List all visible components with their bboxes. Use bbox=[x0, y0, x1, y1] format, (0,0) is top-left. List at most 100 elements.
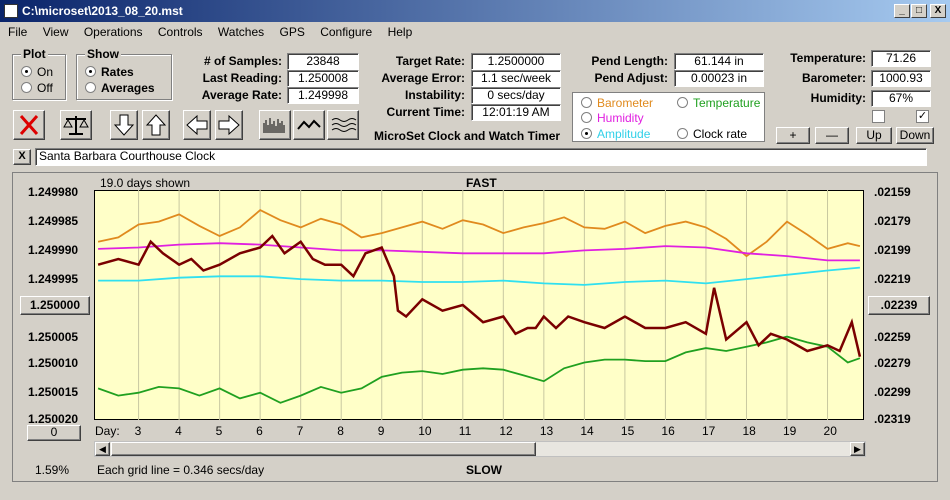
day-tick-label: 9 bbox=[377, 424, 385, 438]
right-tick: .02179 bbox=[874, 214, 911, 228]
menu-bar: File View Operations Controls Watches GP… bbox=[0, 22, 950, 42]
show-averages-radio[interactable]: Averages bbox=[85, 81, 155, 95]
series-line-amplitude bbox=[98, 266, 860, 286]
maximize-button[interactable]: □ bbox=[911, 4, 927, 18]
arrow-down-button[interactable] bbox=[110, 110, 138, 140]
series-clock-rate-label: Clock rate bbox=[693, 127, 748, 141]
day-tick-label: 20 bbox=[823, 424, 837, 438]
menu-configure[interactable]: Configure bbox=[320, 25, 373, 39]
average-error-field: 1.1 sec/week bbox=[471, 70, 561, 87]
sensor-checkbox-1[interactable] bbox=[872, 110, 885, 123]
menu-help[interactable]: Help bbox=[387, 25, 413, 39]
series-barometer-radio[interactable]: Barometer bbox=[581, 96, 653, 110]
chart-panel bbox=[12, 172, 938, 482]
day-tick-label: 10 bbox=[418, 424, 432, 438]
current-time-label: Current Time: bbox=[386, 105, 465, 119]
pend-adjust-field[interactable]: 0.00023 in bbox=[674, 70, 764, 87]
series-temperature-label: Temperature bbox=[693, 96, 761, 110]
radio-indicator bbox=[677, 128, 688, 139]
scroll-right-button[interactable]: ▶ bbox=[850, 442, 865, 456]
bars-view-button[interactable] bbox=[259, 110, 291, 140]
sensor-checkbox-2[interactable]: ✓ bbox=[916, 110, 929, 123]
rate-chart[interactable] bbox=[94, 190, 864, 420]
day-tick-label: 17 bbox=[701, 424, 716, 438]
day-tick-label: 13 bbox=[539, 424, 554, 438]
minus-button[interactable]: — bbox=[815, 127, 849, 144]
stop-button[interactable] bbox=[13, 110, 45, 140]
radio-indicator bbox=[21, 82, 32, 93]
day-tick-label: 4 bbox=[175, 424, 182, 438]
window-title-bar[interactable]: C:\microset\2013_08_20.mst _ □ X bbox=[0, 0, 950, 22]
time-scrollbar[interactable]: ◀ ▶ bbox=[94, 441, 866, 457]
right-tick: .02199 bbox=[874, 243, 911, 257]
series-line-barometer bbox=[97, 209, 861, 258]
radio-indicator bbox=[677, 97, 688, 108]
up-button[interactable]: Up bbox=[856, 127, 892, 144]
pend-adjust-label: Pend Adjust: bbox=[594, 71, 668, 85]
series-amplitude-radio[interactable]: Amplitude bbox=[581, 127, 650, 141]
scroll-left-button[interactable]: ◀ bbox=[95, 442, 110, 456]
percent-label: 1.59% bbox=[35, 463, 70, 477]
samples-field: 23848 bbox=[287, 53, 359, 70]
zero-button[interactable]: 0 bbox=[27, 425, 81, 441]
series-humidity-label: Humidity bbox=[597, 111, 644, 125]
down-button[interactable]: Down bbox=[896, 127, 934, 144]
series-humidity-radio[interactable]: Humidity bbox=[581, 111, 644, 125]
show-group: Show Rates Averages bbox=[76, 47, 172, 100]
radio-indicator bbox=[581, 112, 592, 123]
menu-view[interactable]: View bbox=[42, 25, 69, 39]
plot-background bbox=[94, 190, 864, 420]
left-tick: 1.249995 bbox=[28, 272, 79, 286]
arrow-left-button[interactable] bbox=[183, 110, 211, 140]
show-rates-radio[interactable]: Rates bbox=[85, 65, 134, 79]
arrow-up-button[interactable] bbox=[142, 110, 170, 140]
left-tick: 1.250005 bbox=[28, 330, 79, 344]
wave-graph-icon bbox=[331, 118, 357, 132]
menu-watches[interactable]: Watches bbox=[217, 25, 265, 39]
humidity-label: Humidity: bbox=[810, 91, 866, 105]
menu-controls[interactable]: Controls bbox=[157, 25, 203, 39]
close-window-button[interactable]: X bbox=[930, 4, 946, 18]
day-tick-label: 19 bbox=[783, 424, 797, 438]
day-tick-label: 8 bbox=[337, 424, 344, 438]
day-tick-label: 7 bbox=[296, 424, 304, 438]
right-tick: .02219 bbox=[874, 272, 911, 286]
temperature-label: Temperature: bbox=[790, 51, 866, 65]
average-error-label: Average Error: bbox=[381, 71, 465, 85]
plot-on-radio[interactable]: On bbox=[21, 65, 53, 79]
left-center-button[interactable]: 1.250000 bbox=[20, 296, 90, 315]
scroll-thumb[interactable] bbox=[111, 442, 536, 456]
description-input[interactable]: Santa Barbara Courthouse Clock bbox=[35, 148, 927, 166]
day-tick-label: 15 bbox=[620, 424, 635, 438]
wave-view-button[interactable] bbox=[327, 110, 359, 140]
plot-on-label: On bbox=[37, 65, 54, 79]
series-clock-rate-radio[interactable]: Clock rate bbox=[677, 127, 747, 141]
right-center-button[interactable]: .02239 bbox=[868, 296, 930, 315]
window-title: C:\microset\2013_08_20.mst bbox=[22, 4, 183, 18]
pend-length-field[interactable]: 61.144 in bbox=[674, 53, 764, 70]
plot-off-radio[interactable]: Off bbox=[21, 81, 53, 95]
series-temperature-radio[interactable]: Temperature bbox=[677, 96, 760, 110]
right-tick: .02259 bbox=[874, 330, 911, 344]
series-line-humidity bbox=[98, 242, 860, 262]
day-tick-label: 6 bbox=[256, 424, 263, 438]
balance-button[interactable] bbox=[60, 110, 92, 140]
minimize-button[interactable]: _ bbox=[894, 4, 910, 18]
series-line-clock-rate bbox=[97, 234, 862, 357]
day-ticks: 3 4 5 6 7 8 9 10 11 12 13 14 15 16 17 18 19 20 bbox=[94, 424, 864, 440]
arrow-up-icon bbox=[145, 114, 167, 136]
arrow-left-icon bbox=[186, 114, 208, 136]
menu-gps[interactable]: GPS bbox=[279, 25, 305, 39]
arrow-right-button[interactable] bbox=[215, 110, 243, 140]
arrow-down-icon bbox=[113, 114, 135, 136]
menu-operations[interactable]: Operations bbox=[83, 25, 143, 39]
pend-length-label: Pend Length: bbox=[591, 54, 668, 68]
day-tick-label: 14 bbox=[580, 424, 594, 438]
target-rate-field[interactable]: 1.2500000 bbox=[471, 53, 561, 70]
clear-description-button[interactable]: X bbox=[13, 149, 31, 165]
day-tick-label: 5 bbox=[215, 424, 223, 438]
last-reading-label: Last Reading: bbox=[202, 71, 282, 85]
plus-button[interactable]: + bbox=[776, 127, 810, 144]
menu-file[interactable]: File bbox=[8, 25, 28, 39]
line-view-button[interactable] bbox=[293, 110, 325, 140]
